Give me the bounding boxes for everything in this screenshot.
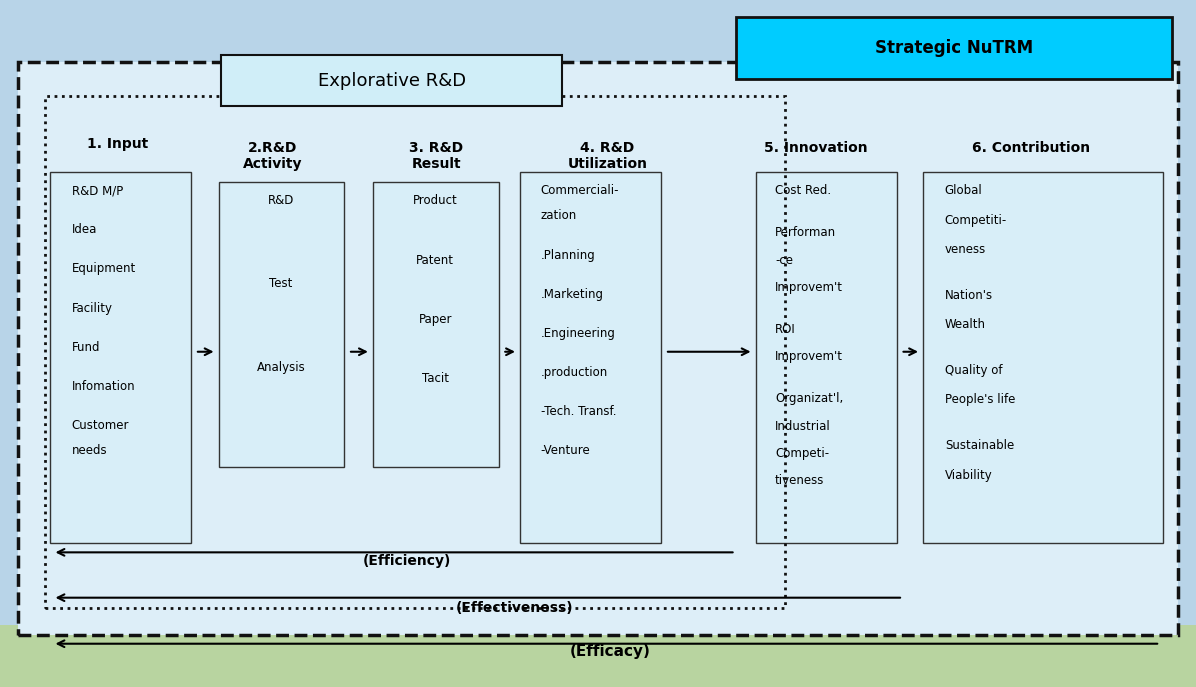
Bar [45,96,785,608]
Text: Competiti-: Competiti- [945,214,1007,227]
Text: R&D: R&D [268,194,294,207]
Text: (Efficiency): (Efficiency) [362,554,451,568]
Text: Viability: Viability [945,469,993,482]
Text: Infomation: Infomation [72,380,135,393]
Text: Improvem't: Improvem't [775,350,843,363]
FancyBboxPatch shape [923,172,1163,543]
Text: Equipment: Equipment [72,262,136,275]
Text: Strategic NuTRM: Strategic NuTRM [874,39,1033,57]
Text: Sustainable: Sustainable [945,439,1014,452]
Text: Nation's: Nation's [945,289,993,302]
Text: .Planning: .Planning [541,249,596,262]
Text: Customer: Customer [72,419,129,432]
Text: veness: veness [945,243,986,256]
Text: Global: Global [945,184,983,197]
Text: (Efficacy): (Efficacy) [569,644,651,659]
Text: -Tech. Transf.: -Tech. Transf. [541,405,616,418]
Text: Quality of: Quality of [945,364,1002,377]
FancyBboxPatch shape [520,172,661,543]
Text: ROI: ROI [775,323,795,336]
Bar [18,62,1178,635]
FancyBboxPatch shape [50,172,191,543]
Text: Fund: Fund [72,341,100,354]
Text: Competi-: Competi- [775,447,829,460]
Text: Tacit: Tacit [422,372,448,385]
Text: Analysis: Analysis [257,361,305,374]
Text: 4. R&D
Utilization: 4. R&D Utilization [568,141,647,171]
Text: Test: Test [269,278,293,291]
Text: .Marketing: .Marketing [541,288,604,301]
Text: Improvem't: Improvem't [775,281,843,294]
Text: 6. Contribution: 6. Contribution [972,141,1090,155]
Text: -ce: -ce [775,254,793,267]
Text: Wealth: Wealth [945,318,986,331]
Text: Organizat'l,: Organizat'l, [775,392,843,405]
Text: tiveness: tiveness [775,474,824,487]
FancyBboxPatch shape [221,55,562,106]
Text: 3. R&D
Result: 3. R&D Result [409,141,464,171]
Text: People's life: People's life [945,394,1015,407]
FancyBboxPatch shape [373,182,499,467]
Text: .production: .production [541,366,608,379]
Text: Cost Red.: Cost Red. [775,184,831,197]
Text: Commerciali-: Commerciali- [541,184,620,197]
Text: Idea: Idea [72,223,97,236]
FancyBboxPatch shape [219,182,344,467]
Text: needs: needs [72,444,108,458]
Text: .Engineering: .Engineering [541,327,616,340]
Text: Product: Product [413,194,458,207]
Text: 1. Input: 1. Input [86,137,148,151]
Text: Paper: Paper [419,313,452,326]
Text: Performan: Performan [775,226,836,239]
FancyBboxPatch shape [756,172,897,543]
Text: Industrial: Industrial [775,420,831,433]
Bar [18,62,1178,635]
Text: Patent: Patent [416,254,454,267]
FancyBboxPatch shape [736,17,1172,79]
Text: R&D M/P: R&D M/P [72,184,123,197]
Text: (Effectiveness): (Effectiveness) [456,601,573,615]
Text: 2.R&D
Activity: 2.R&D Activity [243,141,303,171]
Text: Explorative R&D: Explorative R&D [318,71,465,90]
Text: 5. Innovation: 5. Innovation [764,141,867,155]
Text: zation: zation [541,210,576,223]
Bar [0,625,1196,687]
Text: -Venture: -Venture [541,444,591,458]
Text: Facility: Facility [72,302,112,315]
